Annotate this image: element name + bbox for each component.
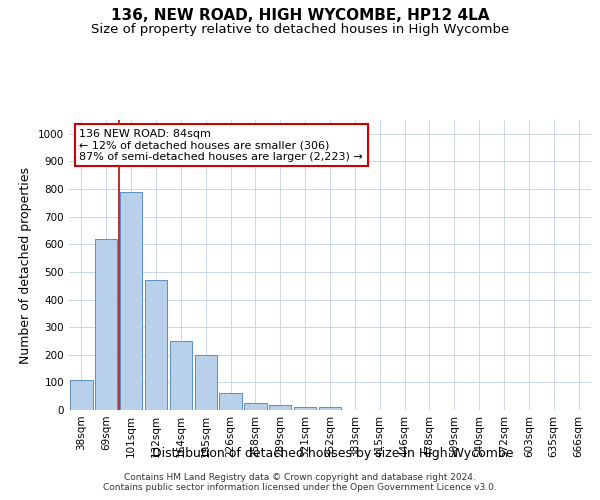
Text: Distribution of detached houses by size in High Wycombe: Distribution of detached houses by size … [152,448,514,460]
Bar [194,355,217,410]
Bar [120,192,142,410]
Bar [220,394,242,410]
Bar [170,341,192,410]
Text: Contains HM Land Registry data © Crown copyright and database right 2024.
Contai: Contains HM Land Registry data © Crown c… [103,473,497,492]
Text: Size of property relative to detached houses in High Wycombe: Size of property relative to detached ho… [91,22,509,36]
Bar [319,407,341,410]
Text: 136 NEW ROAD: 84sqm
← 12% of detached houses are smaller (306)
87% of semi-detac: 136 NEW ROAD: 84sqm ← 12% of detached ho… [79,128,363,162]
Bar [294,406,316,410]
Text: 136, NEW ROAD, HIGH WYCOMBE, HP12 4LA: 136, NEW ROAD, HIGH WYCOMBE, HP12 4LA [111,8,489,22]
Y-axis label: Number of detached properties: Number of detached properties [19,166,32,364]
Bar [269,405,292,410]
Bar [244,403,266,410]
Bar [70,380,92,410]
Bar [95,239,118,410]
Bar [145,280,167,410]
